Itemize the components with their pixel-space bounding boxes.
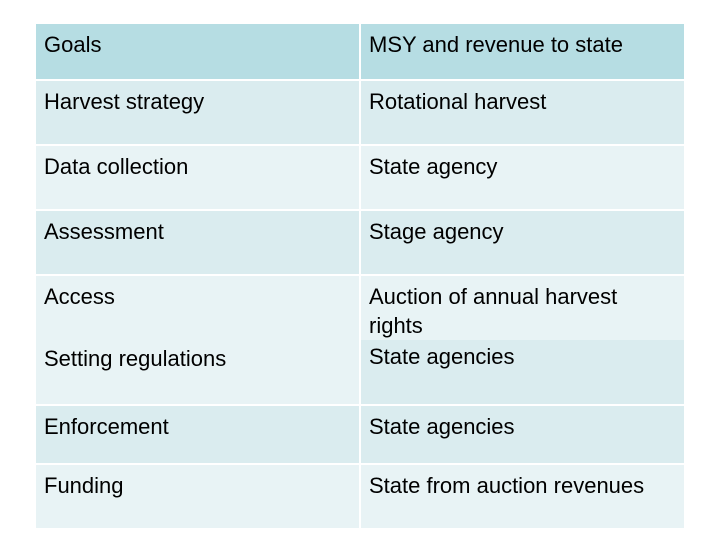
column-divider: [359, 276, 361, 340]
management-table: Goals MSY and revenue to state Harvest s…: [36, 24, 684, 528]
column-divider: [359, 340, 361, 404]
table-cell-data-collection-label: Data collection: [36, 146, 359, 209]
table-cell-funding-label: Funding: [36, 465, 359, 528]
table-cell-goals-value: MSY and revenue to state: [361, 24, 684, 79]
table-cell-harvest-strategy-value: Rotational harvest: [361, 81, 684, 144]
column-divider: [359, 406, 361, 463]
row-divider: [36, 463, 684, 465]
row-divider: [36, 209, 684, 211]
table-cell-setting-regulations-value: State agencies: [361, 340, 684, 404]
column-divider: [359, 211, 361, 274]
row-divider: [36, 274, 684, 276]
row-divider: [36, 79, 684, 81]
table-cell-enforcement-value: State agencies: [361, 406, 684, 463]
table-cell-harvest-strategy-label: Harvest strategy: [36, 81, 359, 144]
table-cell-setting-regulations-label: Setting regulations: [36, 340, 359, 404]
table-cell-enforcement-label: Enforcement: [36, 406, 359, 463]
table-cell-access-label: Access: [36, 276, 359, 340]
column-divider: [359, 465, 361, 528]
column-divider: [359, 24, 361, 79]
table-cell-funding-value: State from auction revenues: [361, 465, 684, 528]
column-divider: [359, 146, 361, 209]
table-cell-goals-label: Goals: [36, 24, 359, 79]
table-cell-assessment-value: Stage agency: [361, 211, 684, 274]
table-cell-data-collection-value: State agency: [361, 146, 684, 209]
table-cell-access-value: Auction of annual harvest rights: [361, 276, 684, 340]
row-divider: [36, 144, 684, 146]
row-divider: [36, 404, 684, 406]
table-cell-assessment-label: Assessment: [36, 211, 359, 274]
column-divider: [359, 81, 361, 144]
